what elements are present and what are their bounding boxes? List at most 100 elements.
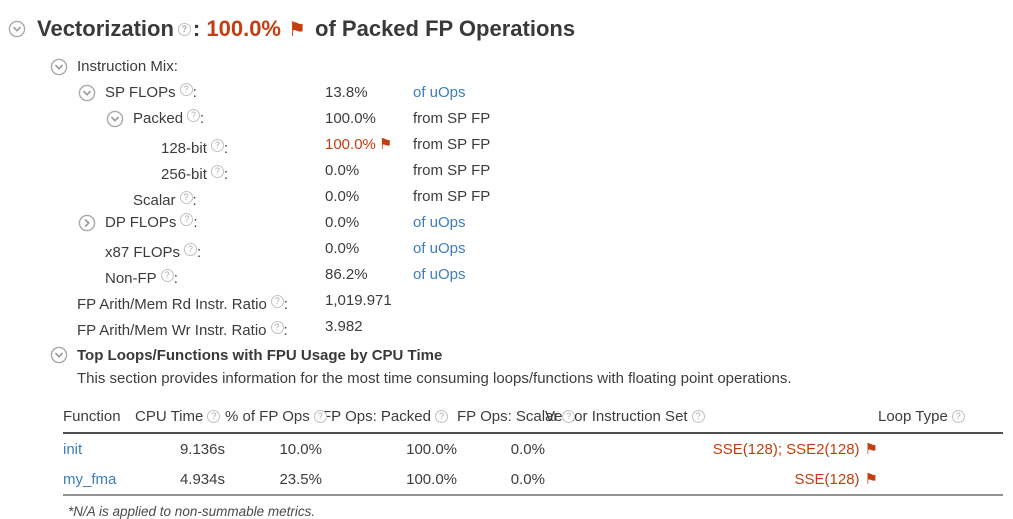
chevron-down-circle-icon[interactable] [78, 84, 96, 102]
metric-colon: : [173, 58, 178, 75]
metric-value: 0.0% [325, 214, 360, 231]
table-header-row: Function CPU Time?% of FP Ops? FP Ops: Pac… [63, 403, 1003, 433]
column-label: CPU Time [135, 408, 204, 425]
help-icon[interactable]: ? [207, 410, 221, 423]
metric-value: 0.0% [325, 240, 360, 257]
cell-value: 9.136s [179, 440, 225, 458]
metric-row-256-bit: 256-bit?: 0.0% from SP FP [0, 158, 1013, 184]
fp-ops-scalar-cell: 0.0% [457, 433, 545, 464]
cell-value: SSE(128) [794, 471, 860, 488]
function-link[interactable]: my_fma [63, 470, 117, 488]
chevron-down-circle-icon[interactable] [50, 346, 68, 364]
cpu-time-cell: 4.934s [135, 464, 225, 495]
metric-label: SP FLOPs [105, 84, 176, 101]
metric-row-non-fp: Non-FP?: 86.2% of uOps [0, 262, 1013, 288]
metric-label-group: FP Arith/Mem Rd Instr. Ratio?: [50, 292, 288, 318]
column-header-loop-type[interactable]: Loop Type? [878, 403, 1003, 433]
column-header-fp-ops-packed[interactable]: FP Ops: Packed? [322, 403, 457, 433]
function-link[interactable]: init [63, 440, 83, 458]
help-icon[interactable]: ? [270, 320, 284, 334]
pct-fp-ops-cell: 23.5% [225, 464, 322, 495]
help-icon[interactable]: ? [691, 410, 705, 423]
metric-value: 0.0% [325, 188, 360, 205]
cell-value: SSE(128); SSE2(128) [712, 441, 860, 458]
help-icon[interactable]: ? [210, 164, 224, 178]
column-label: % of FP Ops [225, 408, 310, 425]
metric-colon: : [192, 84, 197, 101]
metric-label-group: Packed?: [106, 106, 204, 132]
chevron-right-circle-icon[interactable] [78, 214, 96, 232]
metric-colon: : [200, 110, 205, 127]
metric-colon: : [223, 140, 229, 157]
help-icon[interactable]: ? [160, 268, 174, 282]
metric-unit-link[interactable]: of uOps [413, 214, 466, 231]
vector-instruction-set-cell: SSE(128) ⚑ [545, 464, 879, 495]
help-icon[interactable]: ? [184, 242, 198, 256]
metric-unit: from SP FP [413, 162, 491, 179]
flag-icon: ⚑ [864, 471, 878, 488]
pct-fp-ops-cell: 10.0% [225, 433, 322, 464]
fp-ops-scalar-cell: 0.0% [457, 464, 545, 495]
table-row-init: init 9.136s 10.0% 100.0% 0.0% SSE(128); SSE2(… [63, 433, 1003, 464]
metric-label-group: Scalar?: [106, 188, 197, 214]
metric-label: 256-bit [161, 166, 207, 183]
cell-value: 23.5% [279, 470, 322, 488]
metric-label-group: Instruction Mix: [50, 54, 178, 80]
chevron-down-circle-icon[interactable] [50, 58, 68, 76]
column-header-fp-ops-scalar[interactable]: FP Ops: Scalar? [457, 403, 576, 433]
help-icon[interactable]: ? [210, 138, 224, 152]
metric-unit: from SP FP [413, 136, 491, 153]
help-icon[interactable]: ? [180, 212, 194, 226]
flag-icon: ⚑ [288, 19, 306, 41]
help-icon[interactable]: ? [270, 294, 284, 308]
column-label: Vector Instruction Set [545, 408, 688, 425]
help-icon[interactable]: ? [951, 410, 965, 423]
column-header-cpu-time[interactable]: CPU Time? [135, 403, 225, 433]
column-label: FP Ops: Packed [322, 408, 431, 425]
metric-unit-link[interactable]: of uOps [413, 240, 466, 257]
help-icon[interactable]: ? [313, 410, 327, 423]
cell-value: 100.0% [406, 440, 457, 458]
vectorization-value: 100.0% [206, 16, 281, 41]
metric-unit: from SP FP [413, 188, 491, 205]
metric-label: Scalar [133, 192, 176, 209]
metric-colon: : [173, 270, 178, 287]
help-icon[interactable]: ? [179, 190, 193, 204]
cell-value: 4.934s [179, 470, 225, 488]
metric-colon: : [192, 192, 197, 209]
metric-unit-link[interactable]: of uOps [413, 84, 466, 101]
title-label: Vectorization [37, 16, 174, 41]
metric-label: 128-bit [161, 140, 207, 157]
metric-label: FP Arith/Mem Rd Instr. Ratio [77, 296, 267, 313]
help-icon[interactable]: ? [187, 108, 201, 122]
flag-icon: ⚑ [864, 441, 878, 458]
metric-label: Instruction Mix [77, 58, 174, 75]
column-label: FP Ops: Scalar [457, 408, 559, 425]
chevron-down-circle-icon[interactable] [106, 110, 124, 128]
title-suffix: of Packed FP Operations [308, 16, 576, 41]
metric-row-128-bit: 128-bit?: 100.0% ⚑ from SP FP [0, 132, 1013, 158]
column-header-function[interactable]: Function [63, 403, 135, 433]
metric-label-group: 128-bit?: [134, 136, 228, 162]
metric-colon: : [193, 214, 198, 231]
help-icon[interactable]: ? [177, 23, 191, 36]
chevron-down-circle-icon[interactable] [8, 20, 26, 38]
metric-value: 3.982 [325, 318, 363, 335]
fp-ops-packed-cell: 100.0% [322, 433, 457, 464]
metric-colon: : [283, 296, 288, 313]
help-icon[interactable]: ? [434, 410, 448, 423]
column-label: Loop Type [878, 408, 948, 425]
metric-colon: : [197, 244, 202, 261]
help-icon[interactable]: ? [562, 410, 576, 423]
metric-row-instruction-mix: Instruction Mix: [0, 54, 1013, 80]
metric-label-group: 256-bit?: [134, 162, 228, 188]
cpu-time-cell: 9.136s [135, 433, 225, 464]
help-icon[interactable]: ? [179, 82, 193, 96]
metric-label-group: x87 FLOPs?: [78, 240, 201, 266]
column-header-vector-instruction-set[interactable]: Vector Instruction Set? [545, 403, 878, 433]
table-row-my-fma: my_fma 4.934s 23.5% 100.0% 0.0% SSE(128) ⚑ [63, 464, 1003, 495]
cell-value: 0.0% [510, 470, 545, 488]
column-header-of-fp-ops[interactable]: % of FP Ops? [225, 403, 327, 433]
metric-unit-link[interactable]: of uOps [413, 266, 466, 283]
